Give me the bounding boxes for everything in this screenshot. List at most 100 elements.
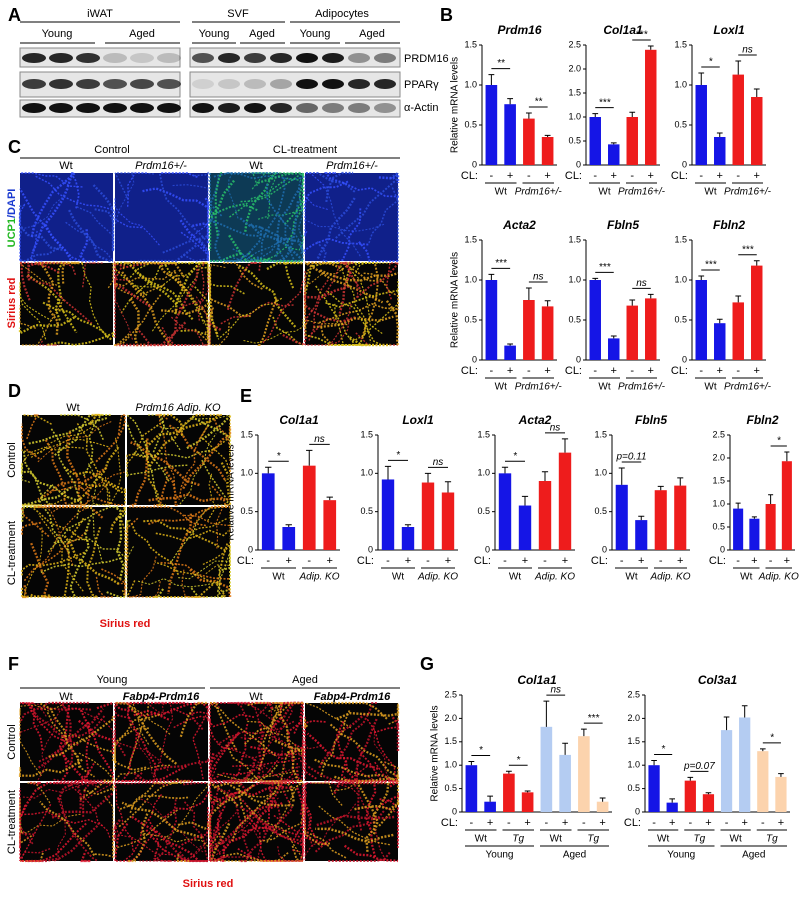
x-axis-label: CL: [671,365,688,377]
band [244,79,266,89]
y-tick-label: 0 [602,544,607,554]
x-tick-label: + [327,555,333,567]
x-axis-label: CL: [461,170,478,182]
bar [303,466,316,550]
age: Young [97,674,128,686]
significance: *** [587,713,600,724]
group-label: Wt [598,187,610,198]
genotype: Fabp4-Prdm16 [123,691,200,703]
error-bar [752,517,757,519]
group-label: Prdm16+/- [515,187,563,198]
y-tick-label: 0.5 [464,314,477,324]
bar [645,298,656,360]
group: Aged [129,28,155,40]
error-bar [545,135,551,137]
bar [714,137,725,165]
band [192,103,214,113]
x-tick-label: - [688,817,692,829]
bar [519,506,531,550]
significance: * [777,436,782,447]
group-label: Adip. KO [758,572,799,583]
band [130,79,154,89]
error-bar [286,525,292,527]
bar [499,473,511,550]
band [103,103,127,113]
bar [559,453,571,550]
x-tick-label: - [507,817,511,829]
bar [503,774,515,812]
x-tick-label: - [620,555,624,567]
y-tick-label: 1.5 [674,234,687,244]
bar [685,781,696,812]
x-tick-label: + [487,817,493,829]
bar [382,479,394,550]
bar [597,802,609,812]
error-bar [784,452,789,461]
y-axis-label: Relative mRNA levels [430,705,441,801]
band [22,103,46,113]
y-tick-label: 0.5 [712,521,725,531]
x-tick-label: - [266,555,270,567]
group-label: Prdm16+/- [515,382,563,393]
bar [766,504,776,550]
bar [749,519,759,550]
group-label: Tg [766,834,778,845]
chart-title: Fbln2 [713,218,745,232]
error-bar [522,496,528,505]
bar [608,338,619,360]
x-tick-label: - [699,365,703,377]
band [130,103,154,113]
error-bar [629,112,635,117]
significance: * [661,744,666,755]
bar [627,117,638,165]
x-tick-label: + [669,817,675,829]
error-bar [669,799,675,803]
group-label: Wt [272,572,284,583]
y-tick-label: 1.0 [444,760,457,770]
bar [733,302,744,360]
bar [714,323,725,360]
bar [323,500,336,550]
significance: ns [742,45,753,56]
error-bar [611,143,617,144]
bar [541,727,553,812]
x-tick-label: - [593,365,597,377]
band [270,103,292,113]
y-tick-label: 0 [485,544,490,554]
error-bar [735,61,741,75]
micrograph [210,703,303,781]
bar [667,803,678,812]
x-tick-label: + [562,817,568,829]
genotype: Wt [249,160,262,172]
condition: Control [6,724,18,759]
group-label: Wt [740,572,752,583]
y-tick-label: 0 [472,354,477,364]
significance: *** [742,244,755,255]
band [374,79,396,89]
error-bar [507,344,513,346]
error-bar [698,73,704,85]
stain-part: /DAPI [6,189,18,218]
chart-title: Col1a1 [279,413,319,427]
y-tick-label: 1.5 [568,234,581,244]
group-label: Wt [509,572,521,583]
band [49,53,73,63]
significance: ns [550,422,561,433]
bar [590,280,601,360]
bar [616,485,628,550]
group-label: Adip. KO [417,572,458,583]
significance: * [479,745,484,756]
genotype: Wt [59,160,72,172]
band [296,103,318,113]
group-label: Adip. KO [298,572,339,583]
significance: p=0.11 [615,452,646,463]
x-tick-label: - [490,365,494,377]
band [22,53,46,63]
error-bar [542,472,548,481]
error-bar [545,301,551,307]
bar [542,137,554,165]
band [270,53,292,63]
y-tick-label: 0 [452,806,457,816]
group-label: Wt [657,834,669,845]
